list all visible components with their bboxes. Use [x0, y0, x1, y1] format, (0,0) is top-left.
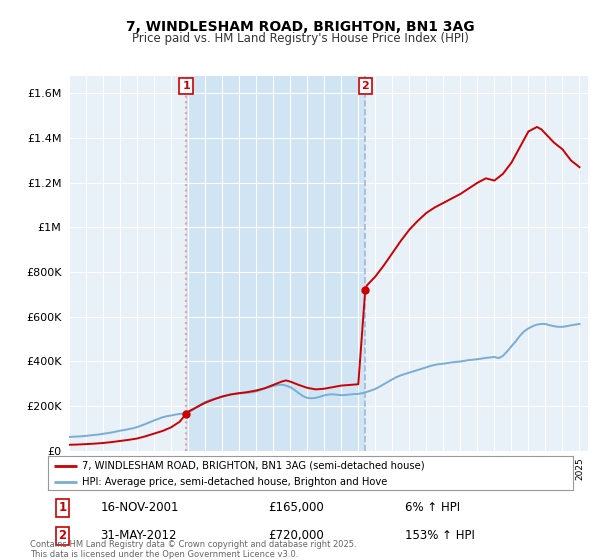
Text: Price paid vs. HM Land Registry's House Price Index (HPI): Price paid vs. HM Land Registry's House …	[131, 32, 469, 45]
Text: £165,000: £165,000	[269, 501, 324, 514]
Bar	[186, 76, 365, 451]
Text: £720,000: £720,000	[269, 529, 324, 542]
Text: HPI: Average price, semi-detached house, Brighton and Hove: HPI: Average price, semi-detached house,…	[82, 477, 388, 487]
Text: 16-NOV-2001: 16-NOV-2001	[101, 501, 179, 514]
Text: 1: 1	[59, 501, 67, 514]
Text: 6% ↑ HPI: 6% ↑ HPI	[405, 501, 460, 514]
Text: 1: 1	[182, 81, 190, 91]
Text: 2: 2	[361, 81, 369, 91]
Text: 7, WINDLESHAM ROAD, BRIGHTON, BN1 3AG (semi-detached house): 7, WINDLESHAM ROAD, BRIGHTON, BN1 3AG (s…	[82, 461, 425, 471]
Text: 2: 2	[59, 529, 67, 542]
Text: 153% ↑ HPI: 153% ↑ HPI	[405, 529, 475, 542]
Text: 31-MAY-2012: 31-MAY-2012	[101, 529, 177, 542]
Text: 7, WINDLESHAM ROAD, BRIGHTON, BN1 3AG: 7, WINDLESHAM ROAD, BRIGHTON, BN1 3AG	[125, 20, 475, 34]
Text: Contains HM Land Registry data © Crown copyright and database right 2025.
This d: Contains HM Land Registry data © Crown c…	[30, 540, 356, 559]
